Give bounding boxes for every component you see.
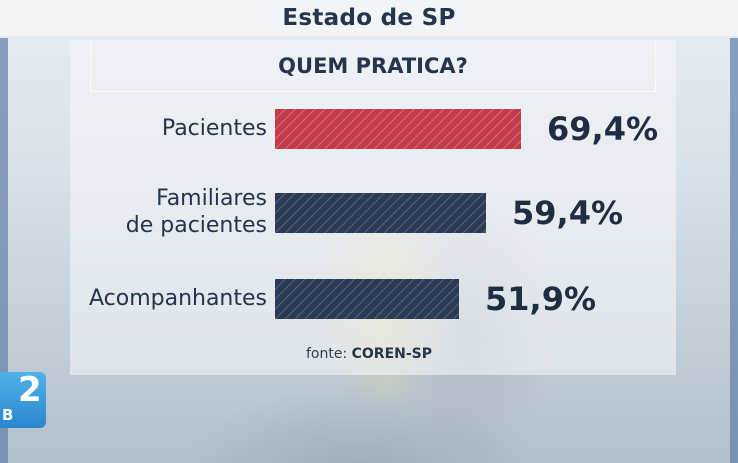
category-label-line: de pacientes (125, 213, 267, 238)
value-label: 51,9% (485, 280, 597, 318)
bar-fill (275, 193, 486, 233)
bar-fill (275, 279, 459, 319)
value-label: 69,4% (547, 110, 659, 148)
channel-logo: 2 B (0, 370, 46, 428)
chart-header: QUEM PRATICA? (90, 40, 656, 92)
source-note: fonte: COREN-SP (0, 346, 738, 362)
bar-fill (275, 109, 521, 149)
category-label: Acompanhantes (89, 285, 267, 312)
bar (275, 193, 486, 233)
channel-logo-suffix: B (2, 406, 14, 424)
source-prefix: fonte: (305, 346, 348, 362)
chart-title: QUEM PRATICA? (278, 53, 468, 78)
category-label-line: Acompanhantes (88, 285, 267, 311)
background-stripe-left (0, 38, 8, 463)
source-name: COREN-SP (351, 346, 433, 362)
category-label: Familiares de pacientes (126, 185, 267, 239)
category-label-line: Pacientes (161, 115, 267, 141)
bar (275, 109, 521, 149)
title-bar: Estado de SP (0, 0, 738, 36)
page-title: Estado de SP (282, 5, 456, 31)
category-label-line: Familiares (156, 186, 267, 211)
category-label: Pacientes (162, 115, 267, 142)
background-stripe-right (730, 38, 738, 463)
bar (275, 279, 459, 319)
channel-logo-number: 2 (18, 370, 42, 410)
value-label: 59,4% (512, 194, 624, 232)
